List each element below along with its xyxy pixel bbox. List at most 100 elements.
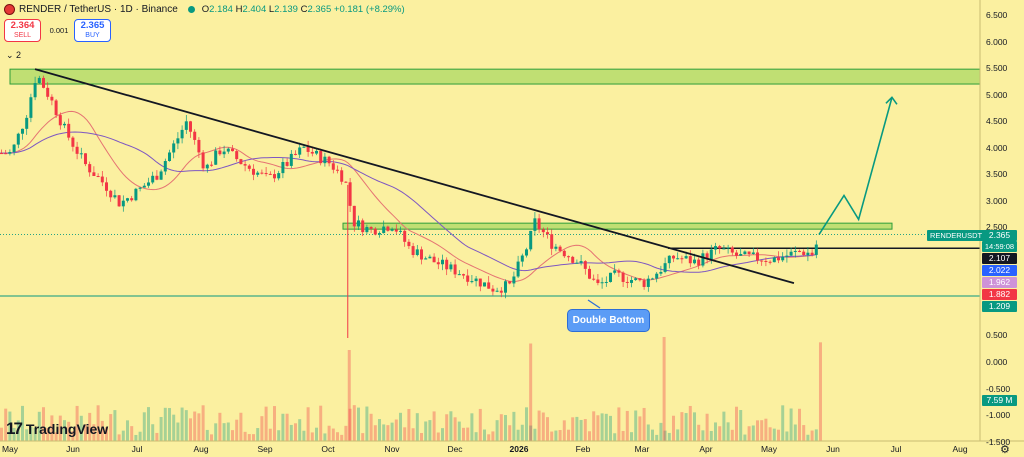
volume-bar (562, 420, 566, 441)
volume-bar (420, 432, 423, 441)
volume-bar (172, 414, 176, 441)
buy-button[interactable]: 2.365 BUY (74, 19, 111, 42)
candle-body (512, 276, 516, 284)
candle-body (306, 146, 310, 152)
candle-body (785, 255, 789, 257)
candle-body (420, 249, 423, 260)
time-axis-label: Jul (131, 444, 143, 454)
candle-body (205, 164, 209, 169)
indicators-toggle[interactable]: ⌄ 2 (6, 50, 22, 60)
candle-body (348, 182, 352, 206)
candle-body (273, 174, 276, 179)
volume-bar (663, 430, 667, 441)
volume-bar (117, 434, 121, 441)
volume-bar (495, 420, 499, 441)
ma-blue-tag: 2.022 (982, 265, 1017, 276)
price-tick: 0.500 (986, 330, 1008, 340)
candle-body (218, 150, 222, 155)
volume-bar (193, 411, 197, 441)
candle-body (709, 249, 713, 260)
volume-bar (508, 425, 512, 441)
candle-body (302, 146, 306, 148)
candle-body (579, 261, 583, 263)
candle-body (201, 152, 205, 169)
candle-body (520, 255, 524, 262)
price-tick: -1.500 (986, 437, 1011, 447)
high-value: 2.404 (242, 3, 267, 15)
candle-body (747, 251, 751, 254)
candle-body (802, 251, 806, 256)
volume-bar (373, 425, 377, 441)
candle-body (58, 115, 62, 126)
volume-bar (302, 430, 306, 441)
price-tick: 6.000 (986, 36, 1008, 47)
candle-body (92, 172, 96, 177)
candle-body (714, 246, 717, 250)
candle-body (189, 121, 192, 132)
volume-bar (604, 413, 608, 441)
time-axis-label: Jun (826, 444, 840, 454)
volume-bar (705, 413, 709, 441)
candle-body (319, 150, 323, 164)
candle-body (676, 258, 680, 260)
candle-body (222, 151, 226, 155)
candle-body (798, 250, 801, 252)
candle-body (163, 161, 167, 172)
candle-body (781, 256, 785, 261)
volume-bar (537, 410, 541, 441)
candle-body (571, 256, 575, 263)
volume-bar (445, 414, 449, 441)
volume-bar (478, 408, 482, 441)
volume-bar (621, 430, 625, 441)
candle-body (680, 258, 684, 260)
volume-bar (730, 429, 734, 441)
resistance_zone (9, 68, 981, 85)
volume-bar (277, 430, 281, 441)
candle-body (168, 152, 171, 162)
candle-body (764, 260, 768, 262)
tradingview-logo[interactable]: 17 TradingView (6, 419, 108, 439)
volume-bar (168, 408, 171, 441)
volume-bar (558, 430, 562, 441)
sell-button[interactable]: 2.364 SELL (4, 19, 41, 42)
volume-bar (541, 412, 545, 441)
volume-bar (231, 430, 234, 441)
candle-body (197, 139, 201, 153)
candle-body (688, 256, 692, 264)
volume-bar (54, 432, 58, 441)
candle-body (739, 253, 743, 256)
volume-bar (84, 424, 87, 441)
volume-bar (331, 428, 335, 441)
candle-body (457, 274, 461, 276)
time-axis-label: Oct (321, 444, 335, 454)
candle-body (768, 261, 772, 263)
volume-bar (382, 424, 386, 441)
volume-bar (184, 410, 188, 441)
candle-body (562, 250, 566, 257)
price-tick: 6.500 (986, 10, 1008, 20)
candle-body (352, 205, 356, 227)
candle-body (159, 171, 163, 180)
double-bottom-label[interactable]: Double Bottom (567, 309, 650, 332)
volume-bar (474, 432, 478, 441)
volume-bar (12, 427, 16, 441)
candle-body (436, 262, 440, 265)
volume-bar (571, 417, 575, 441)
settings-gear-icon[interactable]: ⚙ (1000, 444, 1010, 456)
volume-bar (579, 419, 583, 441)
volume-bar (285, 413, 289, 441)
candle-body (525, 249, 528, 256)
candle-body (541, 229, 545, 233)
candle-body (63, 123, 66, 126)
candle-body (810, 252, 814, 255)
candle-body (655, 273, 659, 279)
volume-bar (205, 429, 209, 441)
volume-bar (281, 413, 285, 441)
support-price-tag: 1.209 (982, 301, 1017, 312)
time-axis-label: Nov (384, 444, 400, 454)
candle-body (382, 226, 386, 234)
pair-title[interactable]: RENDER / TetherUS · 1D · Binance (19, 3, 178, 15)
candle-body (558, 246, 562, 251)
ma-purple-line (0, 131, 817, 273)
